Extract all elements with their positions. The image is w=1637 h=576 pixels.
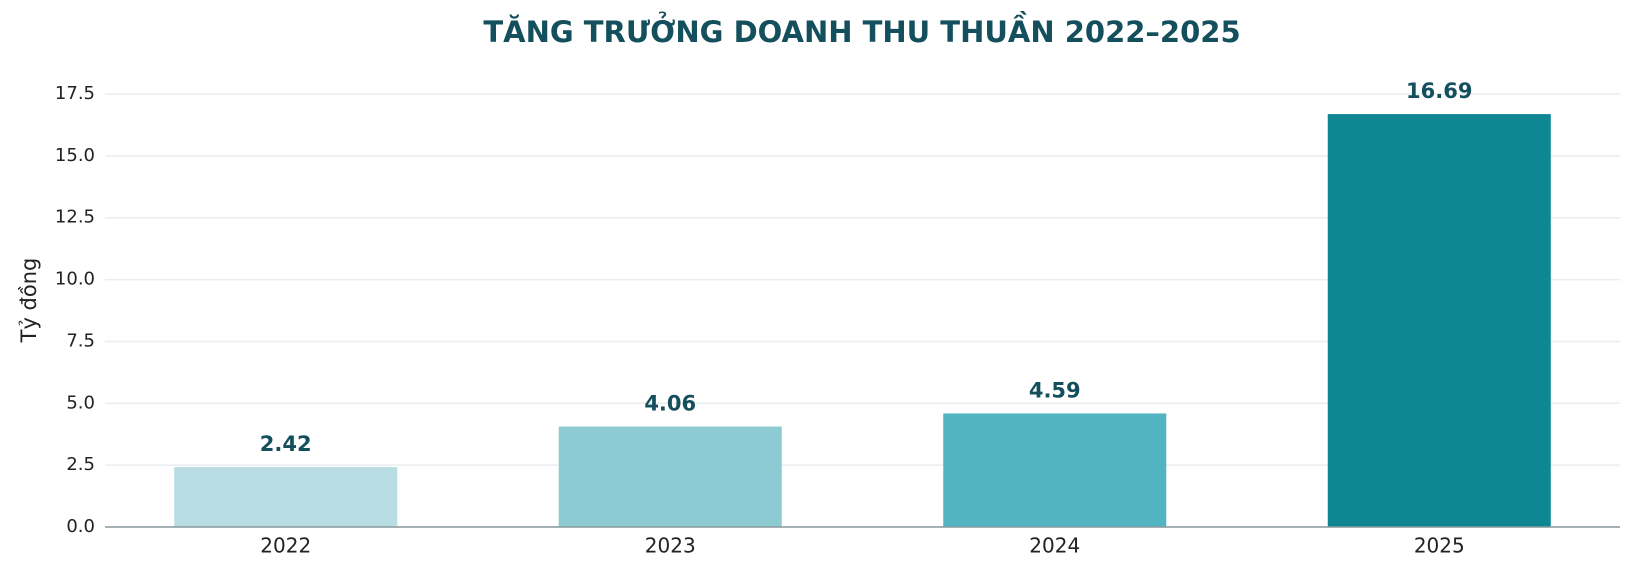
y-tick-label: 12.5 — [55, 207, 95, 228]
y-tick-label: 7.5 — [66, 330, 95, 351]
chart-title: TĂNG TRƯỞNG DOANH THU THUẦN 2022–2025 — [483, 11, 1240, 49]
y-axis-label: Tỷ đồng — [17, 258, 41, 344]
x-tick-label: 2022 — [260, 534, 311, 558]
y-tick-label: 2.5 — [66, 454, 95, 475]
bar — [558, 426, 782, 527]
x-tick-label: 2024 — [1029, 534, 1080, 558]
y-tick-label: 15.0 — [55, 145, 95, 166]
value-label: 2.42 — [260, 432, 312, 456]
bar — [943, 413, 1167, 527]
value-label: 16.69 — [1406, 79, 1472, 103]
bar — [174, 467, 398, 527]
x-tick-label: 2025 — [1414, 534, 1465, 558]
y-tick-label: 10.0 — [55, 269, 95, 290]
value-label: 4.59 — [1029, 378, 1081, 402]
x-tick-label: 2023 — [645, 534, 696, 558]
y-tick-label: 17.5 — [55, 83, 95, 104]
bar — [1327, 114, 1551, 527]
value-label: 4.06 — [644, 392, 696, 416]
y-tick-label: 0.0 — [66, 516, 95, 537]
y-tick-label: 5.0 — [66, 392, 95, 413]
